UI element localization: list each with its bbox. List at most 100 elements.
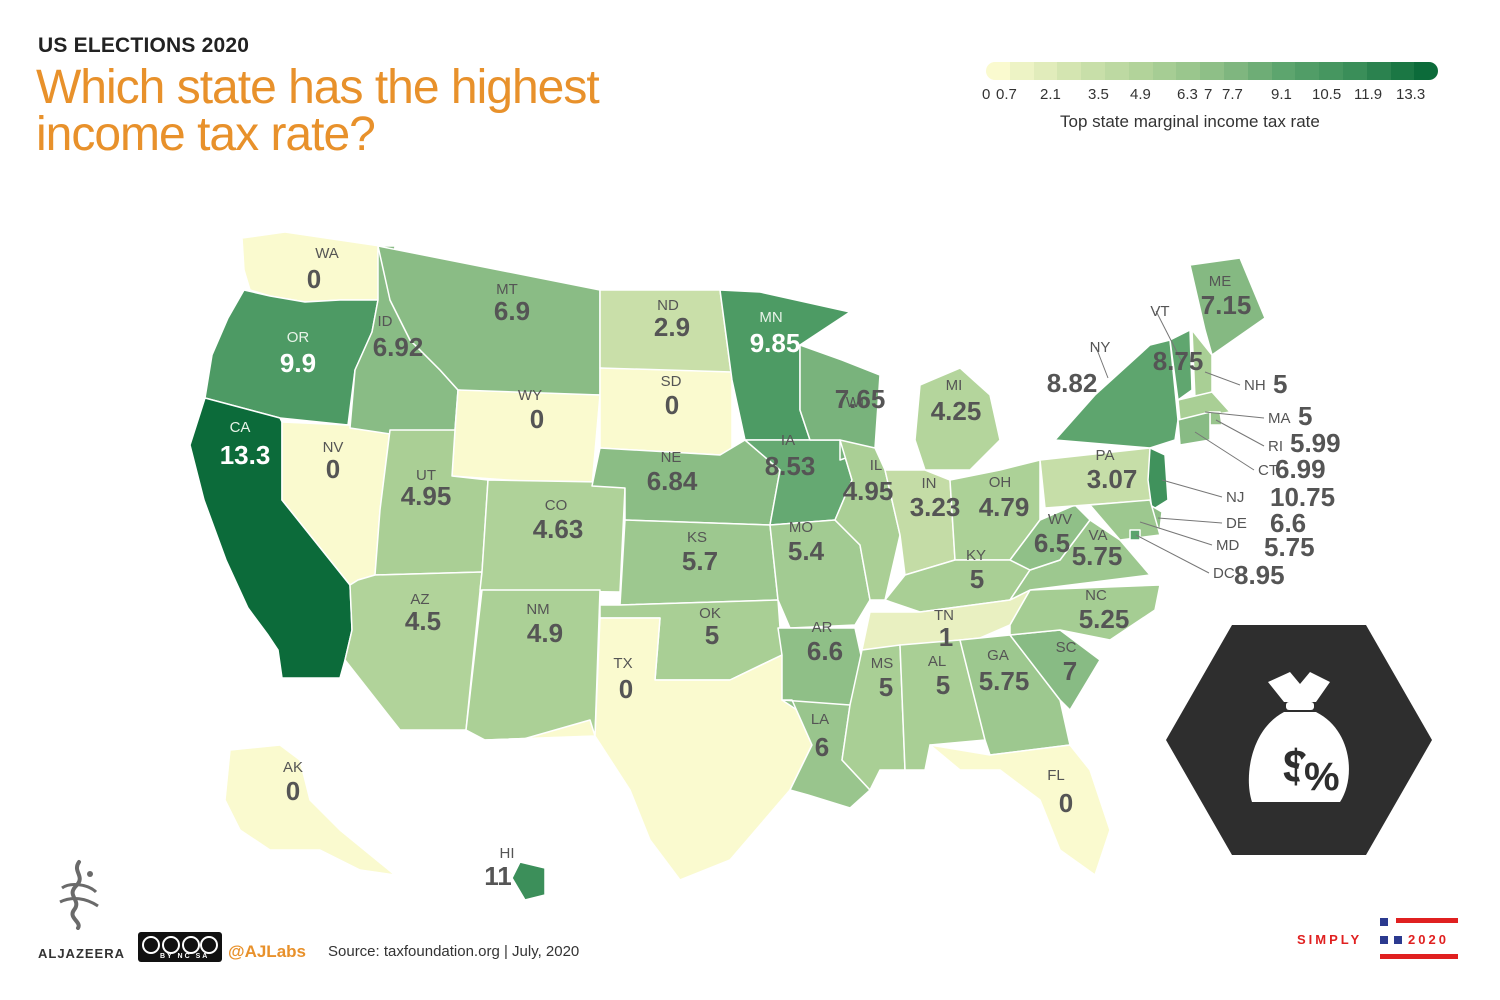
state-value-ny: 8.82	[1047, 368, 1098, 398]
state-abbr-wy: WY	[518, 387, 542, 404]
leader-line-de	[1157, 517, 1223, 524]
state-value-sc: 7	[1063, 656, 1077, 686]
state-value-nd: 2.9	[654, 312, 690, 342]
state-value-sd: 0	[665, 390, 679, 420]
state-abbr-ks: KS	[687, 529, 707, 546]
legend-swatch	[1319, 62, 1343, 80]
legend-label: Top state marginal income tax rate	[1060, 112, 1320, 131]
state-abbr-ut: UT	[416, 467, 436, 484]
state-abbr-nj: NJ	[1226, 489, 1244, 506]
legend-swatch	[1342, 62, 1367, 80]
legend-swatch	[1414, 62, 1438, 80]
state-vt	[1169, 329, 1193, 401]
legend-tick: 7	[1204, 86, 1213, 103]
campaign-year: 2020	[1408, 932, 1449, 947]
legend-tick: 7.7	[1222, 86, 1243, 103]
state-abbr-ms: MS	[871, 655, 894, 672]
state-abbr-tx: TX	[613, 655, 632, 672]
state-value-mi: 4.25	[931, 396, 982, 426]
state-value-al: 5	[936, 670, 950, 700]
state-wi	[799, 344, 881, 461]
state-value-ms: 5	[879, 672, 893, 702]
state-value-vt: 8.75	[1153, 346, 1204, 376]
state-abbr-me: ME	[1209, 273, 1232, 290]
state-value-ks: 5.7	[682, 546, 718, 576]
state-abbr-ar: AR	[812, 619, 833, 636]
state-abbr-ia: IA	[781, 432, 795, 449]
state-value-nc: 5.25	[1079, 604, 1130, 634]
state-value-nh: 5	[1273, 369, 1287, 399]
state-abbr-ny: NY	[1090, 339, 1111, 356]
legend-tick: 13.3	[1396, 86, 1426, 103]
state-abbr-nd: ND	[657, 297, 679, 314]
legend-swatch	[1247, 62, 1272, 80]
state-abbr-wi: WI	[846, 394, 864, 411]
leader-line-ny	[1095, 346, 1109, 379]
state-value-id: 6.92	[373, 332, 424, 362]
state-value-ok: 5	[705, 620, 719, 650]
source-note: Source: taxfoundation.org | July, 2020	[328, 943, 580, 960]
state-abbr-nh: NH	[1244, 377, 1266, 394]
state-value-ia: 8.53	[765, 451, 816, 481]
legend-swatch	[1176, 62, 1201, 80]
state-abbr-md: MD	[1216, 537, 1239, 554]
state-value-md: 5.75	[1264, 532, 1315, 562]
state-az	[344, 571, 483, 731]
state-abbr-or: OR	[287, 329, 310, 346]
state-value-wi: 7.65	[835, 384, 886, 414]
state-wy	[451, 389, 601, 487]
state-abbr-vt: VT	[1150, 303, 1169, 320]
state-nj	[1147, 447, 1169, 511]
state-value-va: 5.75	[1072, 541, 1123, 571]
state-abbr-la: LA	[811, 711, 829, 728]
state-abbr-ne: NE	[661, 449, 682, 466]
state-abbr-ga: GA	[987, 647, 1009, 664]
state-abbr-il: IL	[870, 457, 883, 474]
legend-swatch	[1009, 62, 1034, 80]
legend-swatch	[1366, 62, 1391, 80]
state-value-ut: 4.95	[401, 481, 452, 511]
leader-line-vt	[1155, 310, 1182, 361]
aljazeera-logo	[52, 858, 106, 930]
state-ak	[224, 744, 396, 876]
state-value-wy: 0	[530, 404, 544, 434]
state-ny	[1054, 339, 1179, 449]
state-abbr-mi: MI	[946, 377, 963, 394]
state-abbr-id: ID	[378, 313, 393, 330]
state-value-pa: 3.07	[1087, 464, 1138, 494]
state-mi	[914, 367, 1001, 471]
state-abbr-nv: NV	[323, 439, 344, 456]
state-abbr-ma: MA	[1268, 410, 1291, 427]
state-value-hi: 11	[484, 861, 512, 891]
legend-swatch	[1295, 62, 1320, 80]
money-bag-percent-icon: $ %	[1248, 672, 1349, 802]
tax-badge: $ %	[1166, 625, 1432, 855]
state-value-mo: 5.4	[788, 536, 825, 566]
state-abbr-wa: WA	[315, 245, 339, 262]
legend-tick: 4.9	[1130, 86, 1151, 103]
state-wv	[1009, 504, 1091, 571]
state-value-ma: 5	[1298, 401, 1312, 431]
state-abbr-ok: OK	[699, 605, 721, 622]
campaign-word: SIMPLY	[1297, 932, 1363, 947]
state-abbr-mt: MT	[496, 281, 518, 298]
state-value-dc: 8.95	[1234, 560, 1285, 590]
state-abbr-tn: TN	[934, 607, 954, 624]
leader-line-ct	[1194, 431, 1255, 471]
kicker: US ELECTIONS 2020	[38, 34, 250, 57]
state-value-mn: 9.85	[750, 328, 801, 358]
state-abbr-va: VA	[1089, 527, 1108, 544]
license-badge-text: BY NC SA	[160, 953, 210, 960]
state-value-ak: 0	[286, 776, 300, 806]
state-fl	[929, 744, 1111, 876]
legend-swatch	[1271, 62, 1296, 80]
legend-swatch	[986, 62, 1010, 80]
legend-swatch	[1081, 62, 1105, 80]
twitter-handle[interactable]: @AJLabs	[228, 942, 306, 961]
state-abbr-co: CO	[545, 497, 568, 514]
legend-swatch	[1057, 62, 1082, 80]
state-abbr-de: DE	[1226, 515, 1247, 532]
state-abbr-mo: MO	[789, 519, 813, 536]
legend-ticks: 0 0.7 2.1 3.5 4.9 6.3 7 7.7 9.1 10.5 11.9 13.3	[982, 86, 1444, 106]
